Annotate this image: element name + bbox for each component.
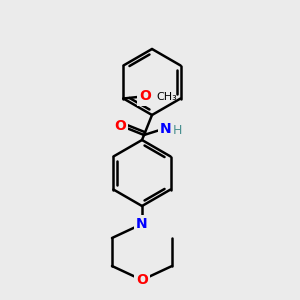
Text: N: N	[136, 217, 148, 231]
Text: O: O	[114, 119, 126, 133]
Text: CH₃: CH₃	[156, 92, 177, 101]
Text: O: O	[136, 273, 148, 287]
Text: H: H	[172, 124, 182, 137]
Text: N: N	[160, 122, 172, 136]
Text: O: O	[140, 89, 152, 103]
